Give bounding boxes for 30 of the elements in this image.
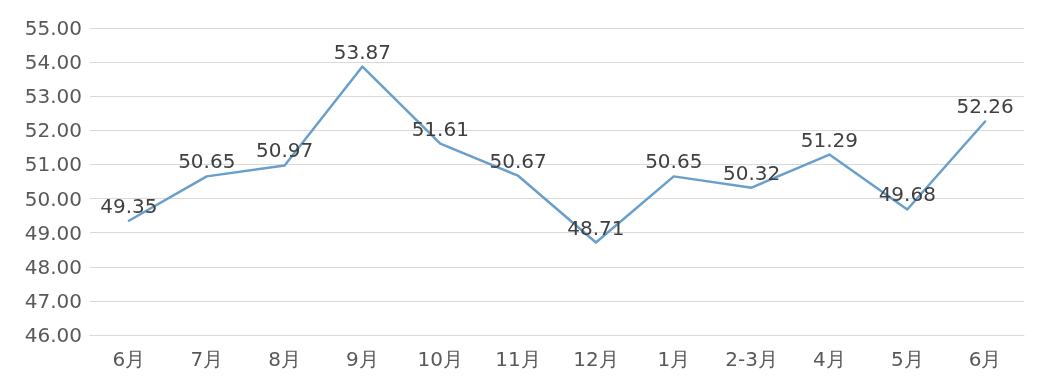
y-tick-label: 48.00 bbox=[24, 254, 82, 279]
x-tick-label: 12月 bbox=[573, 347, 619, 371]
data-label: 52.26 bbox=[956, 94, 1014, 119]
data-label: 53.87 bbox=[333, 39, 392, 64]
data-label: 50.32 bbox=[722, 160, 781, 185]
x-tick-label: 10月 bbox=[417, 347, 463, 371]
x-tick-label: 9月 bbox=[346, 347, 379, 371]
x-tick-label: 4月 bbox=[813, 347, 846, 371]
data-label: 49.35 bbox=[100, 193, 158, 218]
y-tick-label: 54.00 bbox=[24, 50, 82, 75]
y-tick-label: 50.00 bbox=[24, 186, 82, 211]
y-tick-label: 51.00 bbox=[24, 152, 82, 177]
x-tick-label: 7月 bbox=[190, 347, 224, 371]
y-tick-label: 47.00 bbox=[24, 288, 82, 313]
x-tick-label: 6月 bbox=[968, 347, 1002, 371]
y-tick-label: 53.00 bbox=[24, 84, 82, 109]
x-tick-label: 8月 bbox=[268, 347, 301, 371]
x-tick-label: 2-3月 bbox=[725, 347, 778, 371]
y-tick-label: 55.00 bbox=[24, 16, 82, 40]
data-label: 50.65 bbox=[645, 149, 703, 174]
x-tick-label: 11月 bbox=[495, 347, 541, 371]
data-label: 51.29 bbox=[800, 127, 859, 152]
y-tick-label: 52.00 bbox=[24, 118, 82, 143]
y-tick-label: 46.00 bbox=[24, 323, 82, 347]
x-tick-label: 5月 bbox=[890, 347, 924, 371]
y-tick-label: 49.00 bbox=[24, 220, 82, 245]
x-tick-label: 1月 bbox=[657, 347, 691, 371]
data-label: 50.65 bbox=[178, 149, 236, 174]
data-label: 50.67 bbox=[489, 148, 547, 173]
x-tick-label: 6月 bbox=[112, 347, 146, 371]
